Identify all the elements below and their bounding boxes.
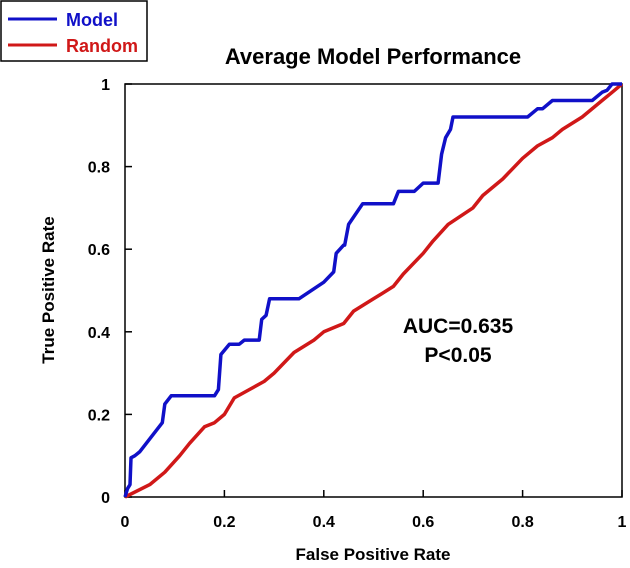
legend: Model Random xyxy=(0,0,148,62)
p-value-annotation: P<0.05 xyxy=(424,344,491,367)
x-tick-label: 0.6 xyxy=(412,514,434,531)
x-tick-label: 0.4 xyxy=(313,514,335,531)
auc-annotation: AUC=0.635 xyxy=(403,315,514,338)
x-tick-label: 1 xyxy=(618,514,627,531)
plot-frame xyxy=(124,83,623,498)
y-tick-label: 0 xyxy=(101,490,110,507)
series-line-random xyxy=(124,82,624,499)
y-axis-label: True Positive Rate xyxy=(39,216,58,363)
legend-box xyxy=(0,0,148,62)
x-tick-label: 0 xyxy=(121,514,130,531)
y-tick-label: 0.6 xyxy=(88,242,110,259)
y-tick-label: 0.4 xyxy=(88,325,110,342)
x-axis-label: False Positive Rate xyxy=(296,545,451,564)
x-axis: 0 0.2 0.4 0.6 0.8 1 xyxy=(121,490,627,531)
x-tick-label: 0.2 xyxy=(213,514,235,531)
y-tick-label: 0.2 xyxy=(88,407,110,424)
x-tick-label: 0.8 xyxy=(511,514,533,531)
y-tick-label: 0.8 xyxy=(88,160,110,177)
chart-title: Average Model Performance xyxy=(225,44,521,69)
legend-label-random: Random xyxy=(66,36,138,56)
legend-label-model: Model xyxy=(66,10,118,30)
y-tick-label: 1 xyxy=(101,77,110,94)
series-line-model xyxy=(123,82,622,498)
